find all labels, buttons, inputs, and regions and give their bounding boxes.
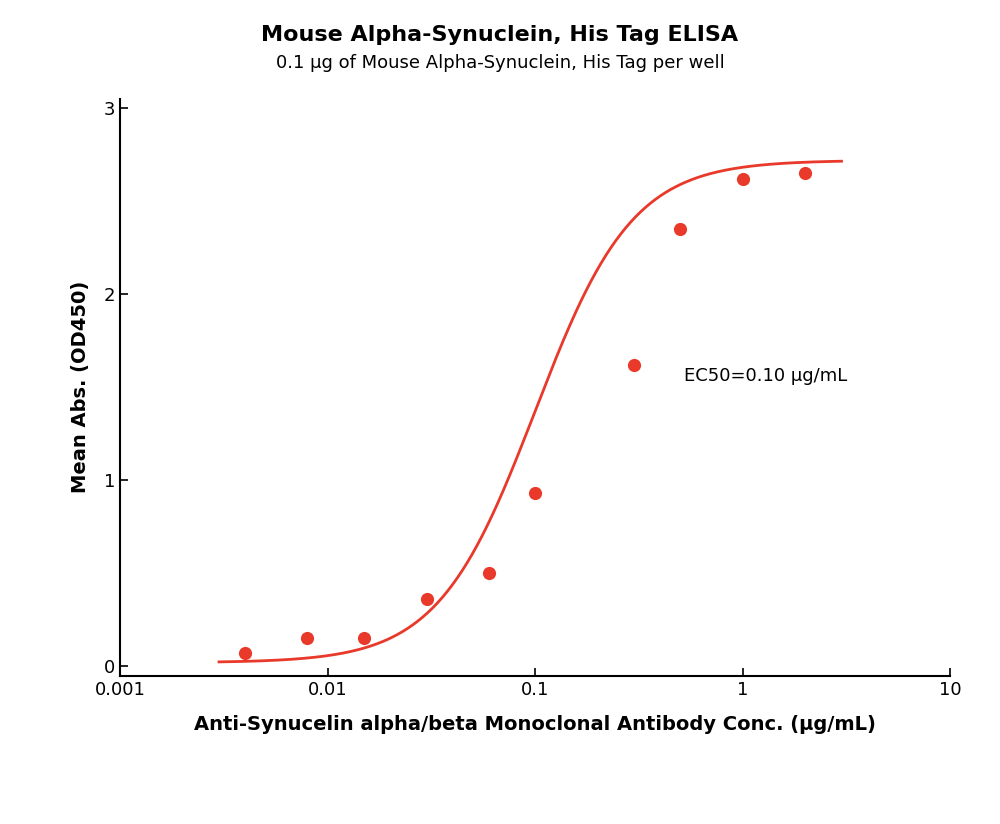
Point <box>734 172 750 185</box>
X-axis label: Anti-Synucelin alpha/beta Monoclonal Antibody Conc. (μg/mL): Anti-Synucelin alpha/beta Monoclonal Ant… <box>194 715 876 734</box>
Y-axis label: Mean Abs. (OD450): Mean Abs. (OD450) <box>71 281 90 494</box>
Point <box>527 487 543 500</box>
Point <box>299 632 315 645</box>
Point <box>797 166 813 180</box>
Point <box>356 631 372 644</box>
Point <box>672 222 688 236</box>
Point <box>419 592 435 606</box>
Point <box>626 358 642 372</box>
Point <box>237 647 253 660</box>
Text: Mouse Alpha-Synuclein, His Tag ELISA: Mouse Alpha-Synuclein, His Tag ELISA <box>261 25 739 44</box>
Text: EC50=0.10 μg/mL: EC50=0.10 μg/mL <box>684 367 848 385</box>
Text: 0.1 μg of Mouse Alpha-Synuclein, His Tag per well: 0.1 μg of Mouse Alpha-Synuclein, His Tag… <box>276 54 724 72</box>
Point <box>481 567 497 580</box>
